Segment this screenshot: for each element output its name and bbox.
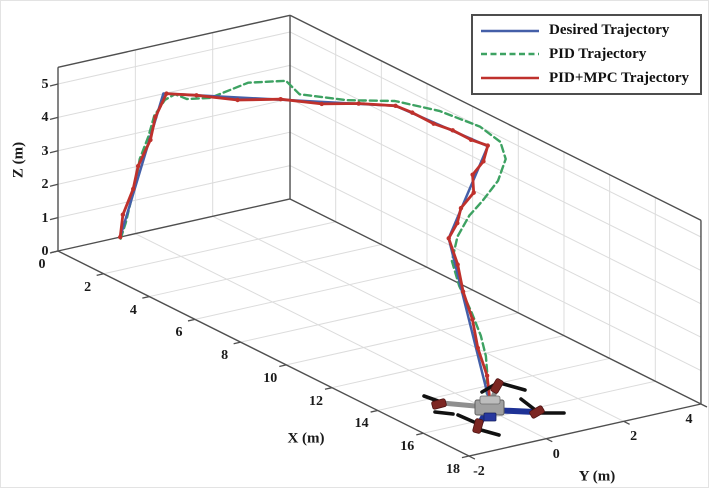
y-tick-label: 2: [630, 429, 638, 445]
x-tick-label: 18: [445, 462, 460, 478]
legend-label-pid: PID Trajectory: [549, 45, 647, 62]
x-tick-label: 4: [129, 302, 137, 318]
legend-item-desired: Desired Trajectory: [479, 23, 696, 38]
x-tick-label: 6: [175, 325, 183, 341]
z-tick-label: 1: [41, 210, 49, 226]
legend-item-mpc: PID+MPC Trajectory: [479, 69, 696, 86]
z-tick-label: 3: [41, 143, 49, 159]
legend-label-desired: Desired Trajectory: [549, 22, 670, 39]
x-tick-label: 0: [38, 257, 46, 272]
legend-swatch-desired-line: [481, 29, 539, 33]
y-axis-label: Y (m): [578, 468, 616, 485]
drone-image: [422, 378, 566, 437]
z-tick-label: 0: [41, 244, 49, 259]
plot-box-edges: [57, 14, 702, 457]
axis-tick-marks: [49, 83, 708, 460]
x-tick-label: 14: [354, 416, 369, 432]
z-axis-label: Z (m): [10, 141, 27, 179]
x-axis-label: X (m): [287, 430, 325, 447]
x-tick-label: 8: [221, 348, 229, 364]
x-tick-label: 16: [400, 439, 415, 455]
x-tick-label: 10: [263, 370, 278, 386]
z-tick-label: 5: [41, 77, 49, 92]
y-tick-label: 4: [685, 412, 693, 427]
legend-swatch-mpc-line: [481, 76, 539, 80]
y-tick-label: -2: [473, 464, 485, 480]
x-tick-label: 2: [84, 279, 92, 295]
z-tick-label: 2: [41, 177, 49, 193]
legend-box: Desired Trajectory PID Trajectory PID+MP…: [471, 14, 702, 95]
trajectory-mpc: [118, 91, 493, 409]
y-tick-label: 0: [552, 446, 560, 462]
legend-swatch-pid-line: [481, 53, 539, 56]
legend-label-mpc: PID+MPC Trajectory: [549, 69, 690, 86]
trajectory-lines: [118, 79, 507, 410]
trajectory-pid: [119, 79, 507, 408]
grid-lines: [57, 31, 702, 440]
legend-item-pid: PID Trajectory: [479, 45, 696, 62]
x-tick-label: 12: [308, 393, 323, 409]
z-tick-label: 4: [41, 110, 49, 126]
